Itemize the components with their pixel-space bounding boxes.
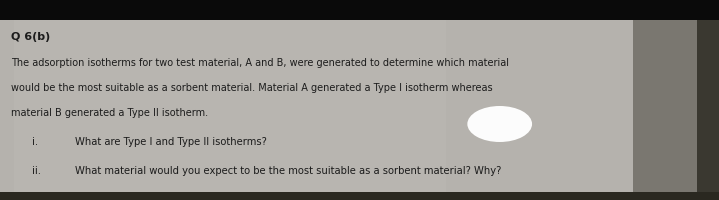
- Bar: [697, 20, 719, 192]
- Text: The adsorption isotherms for two test material, A and B, were generated to deter: The adsorption isotherms for two test ma…: [11, 58, 509, 68]
- Bar: [0, 20, 633, 192]
- Text: material B generated a Type II isotherm.: material B generated a Type II isotherm.: [11, 108, 208, 118]
- Bar: [633, 20, 697, 192]
- Text: would be the most suitable as a sorbent material. Material A generated a Type I : would be the most suitable as a sorbent …: [11, 83, 493, 93]
- Bar: [0, 192, 719, 200]
- Text: ii.: ii.: [32, 166, 42, 176]
- Text: What are Type I and Type II isotherms?: What are Type I and Type II isotherms?: [75, 137, 267, 147]
- Bar: [14, 20, 446, 192]
- Text: What material would you expect to be the most suitable as a sorbent material? Wh: What material would you expect to be the…: [75, 166, 502, 176]
- Text: Q 6(b): Q 6(b): [11, 32, 50, 42]
- Text: i.: i.: [32, 137, 39, 147]
- Bar: [0, 0, 719, 20]
- Ellipse shape: [467, 106, 532, 142]
